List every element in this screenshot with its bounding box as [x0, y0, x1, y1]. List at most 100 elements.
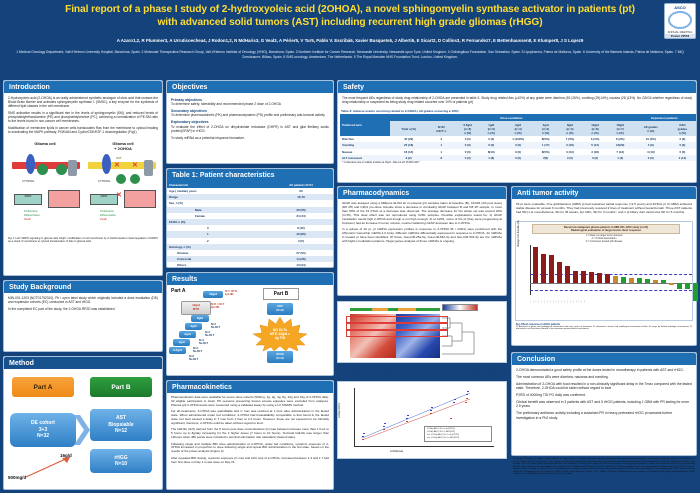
waterfall-bar: [589, 272, 594, 284]
safety-body: The most frequent AEs regardless of stud…: [338, 93, 696, 108]
waterfall-bar: [549, 255, 554, 284]
waterfall-bar: [685, 283, 690, 290]
fig1-left-pathway-box: [48, 189, 80, 208]
fig1-right-pi3k: [144, 159, 153, 176]
table-3-sub-10: G3/4 grades n (%): [668, 121, 696, 137]
ae-cell: 0 (0): [488, 137, 495, 142]
scatter-point: [430, 409, 432, 412]
waterfall-legend: 1 = Mass non target lesion detected 2 = …: [516, 235, 692, 244]
ae-cell: 0 (0): [668, 142, 696, 149]
objectives-exploratory-label: Exploratory objectives: [171, 120, 209, 125]
fig1-right-ras-2: [130, 173, 140, 184]
fig1-right-death: Death: [100, 217, 107, 221]
waterfall-bar: [565, 266, 570, 284]
figure-2-caption: Figure 2: Hierarchical cluster analysis …: [339, 297, 478, 300]
fig1-left-protein-a: [26, 153, 35, 174]
results-rhgg-box: rHGG N=10: [267, 351, 293, 363]
poster-header: Final report of a phase I study of 2-hyd…: [0, 0, 700, 78]
scatter-point: [454, 398, 456, 401]
safety-heading: Safety: [338, 81, 696, 93]
heatmap-highlight-3: [346, 330, 448, 338]
section-results: Results Part A Part B 0.5g/d 1g/d 2g/d 4…: [166, 272, 334, 376]
ae-cell: 1 (3): [607, 154, 633, 161]
scatter-y-axis: [354, 387, 355, 446]
fig1-left-death: Death: [24, 217, 31, 221]
figure-3-container: Figure 3: Relationship between the exten…: [337, 373, 507, 463]
fig1-right-subtitle: + 2OHOA: [114, 145, 132, 151]
ae-cell: 1 (100%): [512, 137, 524, 142]
results-heading: Results: [167, 273, 333, 285]
title-line-1: Final report of a phase I study of 2-hyd…: [65, 4, 635, 15]
table-row: Female 24 (44): [167, 213, 333, 219]
scatter-point: [465, 401, 467, 404]
ae-cell: 0 (0): [557, 154, 583, 161]
conclusion-heading: Conclusion: [512, 353, 696, 365]
background-p1: MIN-001-1203 (NCT01792310), Ph I open la…: [8, 296, 158, 305]
method-dose-bottom-label: 500mg/d: [8, 475, 27, 480]
waterfall-bar: [637, 278, 642, 284]
pk-p2: For all treatments, 2-OHOA was quantifia…: [171, 409, 329, 425]
dose-note-4: N=4 No DLT: [211, 323, 221, 330]
table-1-col-characteristic: Characteristic: [167, 181, 269, 188]
waterfall-bar: [645, 279, 650, 284]
results-starburst-icon: [253, 317, 307, 351]
scatter-point: [406, 420, 408, 423]
dose-note-6: N=7 DLTs 1pt ND: [225, 290, 238, 297]
scatter-trend-lines: [361, 392, 471, 441]
introduction-heading: Introduction: [4, 81, 162, 93]
table-row: Age ( median) years 60: [167, 188, 333, 194]
waterfall-bar: [621, 277, 626, 284]
method-part-b-box: Part B: [90, 377, 152, 397]
fig1-left-prolif: Proliferation: [24, 209, 38, 213]
row-label: Female: [195, 213, 205, 218]
fig1-right-protein-a: [102, 153, 111, 174]
scatter-legend-item-0: LOG(e AUC) D-1 = ln(CD21): [427, 427, 455, 430]
dose-box-0: 0.5g/d: [169, 347, 186, 354]
ae-cell: 9 (2): [390, 154, 428, 161]
scatter-point: [383, 425, 385, 428]
table-3-body: Diarrhea 40 (29) 2 0 (0) 0 (0) 1 (100%) …: [340, 136, 696, 161]
waterfall-y-axis: [530, 245, 531, 296]
asco-logo: ASCO ANNUAL MEETING Poster #2554: [664, 3, 696, 39]
waterfall-bar: [541, 254, 546, 284]
method-ast-box: AST Biopsiable N=12: [90, 409, 152, 441]
ae-cell: 0 (0): [455, 142, 481, 149]
page-title: Final report of a phase I study of 2-hyd…: [36, 4, 664, 29]
ae-cell: 0 (0): [632, 154, 669, 161]
intro-p1: 2-Hydroxyoleic acid (2-OHOA) is an orall…: [8, 96, 158, 109]
fig1-left-diff: Differentiation: [24, 213, 40, 217]
dose-box-3: 4g/d: [185, 323, 202, 330]
table-3-col-preferred-term: Preferred term: [340, 114, 390, 137]
ae-cell: 1 (8): [480, 154, 503, 161]
section-conclusion: Conclusion 2-OHOA demonstrated a good sa…: [511, 352, 697, 456]
waterfall-ref-line-minus30: [530, 290, 692, 292]
ae-cell: 0 (0): [679, 137, 686, 142]
section-method: Method Part A Part B DE cohort 3+3 N=32 …: [3, 356, 163, 490]
heatmap-highlight-2: [346, 323, 448, 331]
dose-box-2: 2g/d: [179, 331, 196, 338]
dose-note-5: N=8 1 DLT 2pt ND: [211, 303, 225, 310]
scatter-legend: LOG(e AUC) D-1 = ln(CD21) LOG(e AUC) D-1…: [424, 425, 492, 442]
ae-cell: 2(6): [533, 154, 558, 161]
waterfall-x-tick-labels: ||||||||||||||||||||: [530, 301, 588, 304]
fig1-right-membrane: [88, 161, 156, 169]
objectives-primary-label: Primary objectives: [171, 97, 203, 102]
pharmacodynamics-body: GFAP was assayed using a Millipore ELISA…: [338, 199, 506, 249]
ae-cell: 5 (14): [582, 142, 608, 149]
fig1-right-out-label: OUT: [116, 156, 122, 160]
table-row: 2 3 (5): [167, 238, 333, 244]
poster-number: Poster #2554: [665, 34, 695, 38]
heatmap-chart: [337, 301, 507, 364]
fig1-left-out-label: OUT: [40, 156, 46, 160]
waterfall-bar: [677, 283, 682, 290]
table-row: Nausea 18 (13) 1 0 (0) 8(13) 0 (0) 8(5%)…: [340, 149, 696, 155]
method-flow-diagram: Part A Part B DE cohort 3+3 N=32 AST Bio…: [4, 369, 162, 487]
table-1-body: Age ( median) years 60 Range 19-79 Sex, n …: [167, 188, 333, 268]
waterfall-legend-3: 3 = Continuous treated with disease: [585, 241, 623, 244]
table-3-sub-7: 12g/d (n=8) n (%): [582, 121, 608, 137]
objectives-primary-text: To determine safety, tolerability and re…: [171, 102, 281, 107]
heatmap-group-green-3: [416, 308, 440, 312]
scatter-point: [466, 397, 468, 400]
ae-cell: 3 (13): [566, 149, 574, 154]
objectives-exp-2: To study miRNA as a potential response b…: [171, 135, 245, 140]
